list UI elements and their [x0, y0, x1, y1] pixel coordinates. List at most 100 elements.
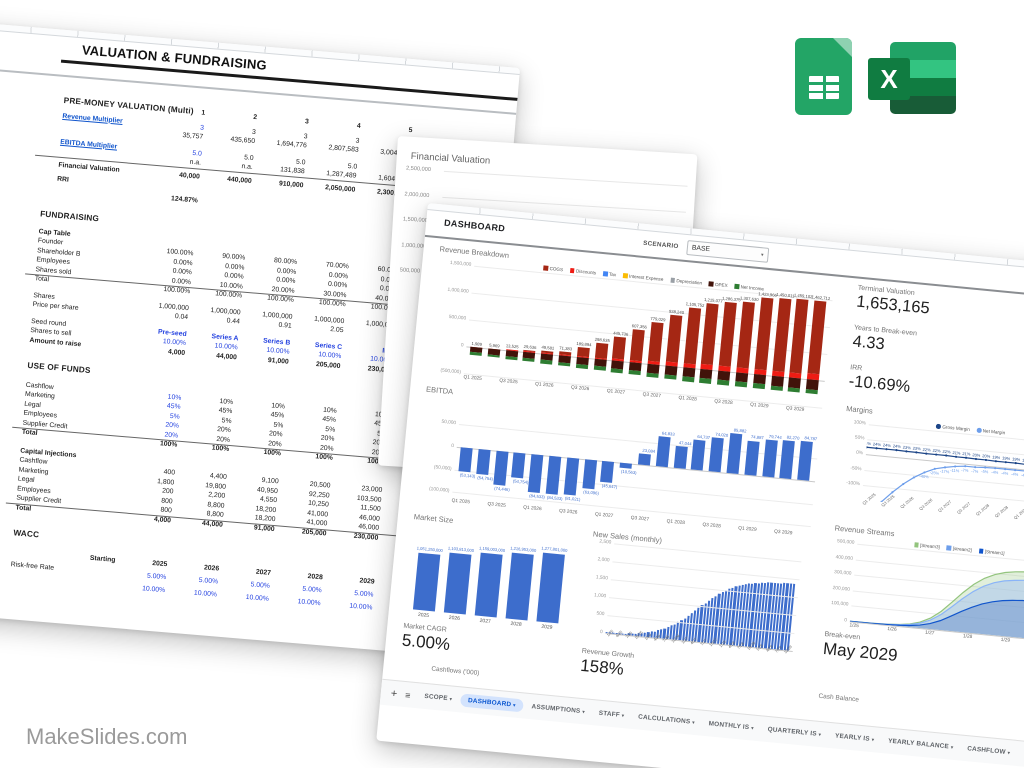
legend-item: Tax [602, 271, 616, 277]
axis-tick-label: 2,500 [599, 539, 612, 546]
legend-swatch [913, 542, 919, 548]
svg-text:20%: 20% [982, 453, 991, 459]
sheet-tab-monthly-is[interactable]: MONTHLY IS ▾ [702, 717, 760, 735]
legend-swatch [936, 424, 942, 429]
dashboard-left-column: Revenue Breakdown COGS Discounts Tax Intere… [400, 244, 840, 697]
axis-tick-label: 500,000 [836, 539, 855, 546]
bar [673, 446, 688, 469]
sheet-tab-cashflow[interactable]: CASHFLOW ▾ [961, 742, 1017, 760]
bar [797, 440, 814, 481]
sheet-cell [412, 132, 464, 136]
tab-label: CASHFLOW [966, 745, 1006, 756]
x-axis-label: 2027 [479, 617, 491, 625]
bar [761, 439, 778, 478]
scenario-label: SCENARIO [642, 239, 679, 251]
x-axis-label: Q1 2029 [737, 526, 757, 533]
sheet-tab-assumptions[interactable]: ASSUMPTIONS ▾ [525, 700, 591, 719]
sheet-tab-staff[interactable]: STAFF ▾ [592, 706, 631, 723]
chevron-down-icon: ▾ [621, 712, 625, 718]
sheet-tab-dashboard[interactable]: DASHBOARD ▾ [459, 693, 525, 713]
axis-tick-label: 0 [843, 618, 848, 624]
svg-text:24%: 24% [873, 441, 882, 447]
all-sheets-menu-button[interactable]: ≡ [404, 689, 411, 701]
sheet-cell: 2026 [203, 563, 220, 573]
sheet-cell: 1 [201, 109, 206, 117]
branding-text: MakeSlides.com [26, 724, 188, 749]
legend-swatch [602, 271, 608, 277]
legend-label: [Stream3] [919, 542, 941, 550]
legend-label: Net Margin [982, 428, 1006, 436]
sheet-cell: 10.00% [141, 584, 166, 594]
sheet-tab-quarterly-is[interactable]: QUARTERLY IS ▾ [761, 722, 828, 741]
bar: 1,216,953,000 2028 [505, 545, 537, 628]
x-axis-label: Q3 2027 [630, 515, 650, 523]
x-axis-label: 2025 [417, 611, 430, 619]
legend-label: COGS [549, 265, 564, 273]
axis-tick-label: 0% [855, 451, 864, 457]
chevron-down-icon: ▾ [760, 251, 764, 258]
bar [744, 440, 760, 476]
sheet-cell: 5.00% [198, 576, 219, 586]
bar [527, 453, 544, 494]
folded-corner [833, 38, 852, 57]
chevron-down-icon: ▾ [449, 695, 453, 702]
market-size-block: Market Size 1,051,250,000 2025 1,103,813,0… [400, 512, 581, 674]
svg-text:22%: 22% [942, 449, 951, 455]
chevron-down-icon: ▾ [1007, 749, 1011, 755]
sheet-cell: 10.00% [193, 589, 218, 598]
x-axis-label: Q1 2025 [451, 498, 471, 506]
dashboard-title: DASHBOARD [443, 217, 506, 234]
tab-label: CALCULATIONS [637, 713, 691, 726]
sheet-tab-yearly-is[interactable]: YEARLY IS ▾ [828, 729, 880, 747]
sheet-tab-valuation[interactable]: VALUATION▾ [1017, 747, 1024, 765]
sheet-cell: 910,000 [278, 179, 304, 189]
dashboard-right-column: Terminal Valuation 1,653,165 Years to Br… [822, 285, 1024, 681]
x-axis-label: Q3 2025 [487, 502, 506, 509]
axis-tick-label: (100,000) [428, 487, 450, 495]
legend-swatch [734, 284, 740, 289]
new-sales-block: New Sales (monthly) 2,500 2,000 1,500 1,000… [579, 529, 812, 696]
axis-tick-label: 100% [853, 420, 867, 427]
svg-text:18%: 18% [1022, 458, 1024, 464]
scenario-select[interactable]: BASE ▾ [686, 240, 770, 263]
legend-swatch [670, 277, 676, 283]
kpi-years-to-breakeven: Years to Break-even 4.33 [852, 324, 1024, 372]
add-sheet-button[interactable]: + [390, 687, 398, 700]
axis-tick-label: 500,000 [448, 315, 467, 322]
axis-tick-label: 2,500,000 [405, 165, 432, 174]
svg-text:19%: 19% [992, 454, 1001, 460]
chevron-down-icon: ▾ [751, 724, 754, 731]
sheet-tab-calculations[interactable]: CALCULATIONS ▾ [632, 710, 702, 730]
svg-text:19%: 19% [1012, 456, 1021, 462]
bar-value-label: 607,356 [631, 323, 648, 330]
bar [476, 448, 491, 475]
sheet-row-label [56, 190, 146, 198]
sheet-cell: 5.00% [353, 590, 374, 599]
x-axis-label: 1/29 [1000, 637, 1011, 644]
svg-text:21%: 21% [952, 450, 961, 456]
x-axis-label: 2029 [541, 623, 553, 631]
x-axis-label: Q1 2026 [522, 505, 542, 513]
bar-value-label: 938,240 [668, 308, 685, 316]
axis-tick-label: 1,500,000 [449, 260, 472, 268]
axis-tick-label: 100,000 [830, 601, 849, 609]
tab-label: MONTHLY IS [708, 720, 750, 732]
svg-text:19%: 19% [1002, 455, 1011, 461]
sheet-tab-scope[interactable]: SCOPE ▾ [418, 689, 459, 706]
tab-label: YEARLY BALANCE [887, 737, 950, 751]
market-size-plot: 1,051,250,000 2025 1,103,813,000 2026 1,159,… [409, 533, 572, 631]
chevron-down-icon: ▾ [871, 736, 875, 742]
axis-tick-label: (500,000) [440, 368, 462, 376]
bar-value-label: 779,029 [650, 315, 666, 323]
sheet-cell: 440,000 [226, 175, 252, 185]
legend-swatch [976, 427, 982, 433]
svg-text:23%: 23% [903, 445, 912, 451]
svg-text:-7%: -7% [961, 467, 969, 473]
margins-plot: 100% 50% 0% -50% -100% -40% -25% -17% -11% -7% -7%… [846, 420, 1024, 519]
sheet-tab-yearly-balance[interactable]: YEARLY BALANCE ▾ [882, 734, 960, 754]
excel-x-letter: X [880, 63, 898, 94]
chevron-down-icon: ▾ [582, 708, 586, 714]
svg-text:23%: 23% [913, 445, 922, 451]
axis-tick-label: -50% [850, 465, 862, 472]
